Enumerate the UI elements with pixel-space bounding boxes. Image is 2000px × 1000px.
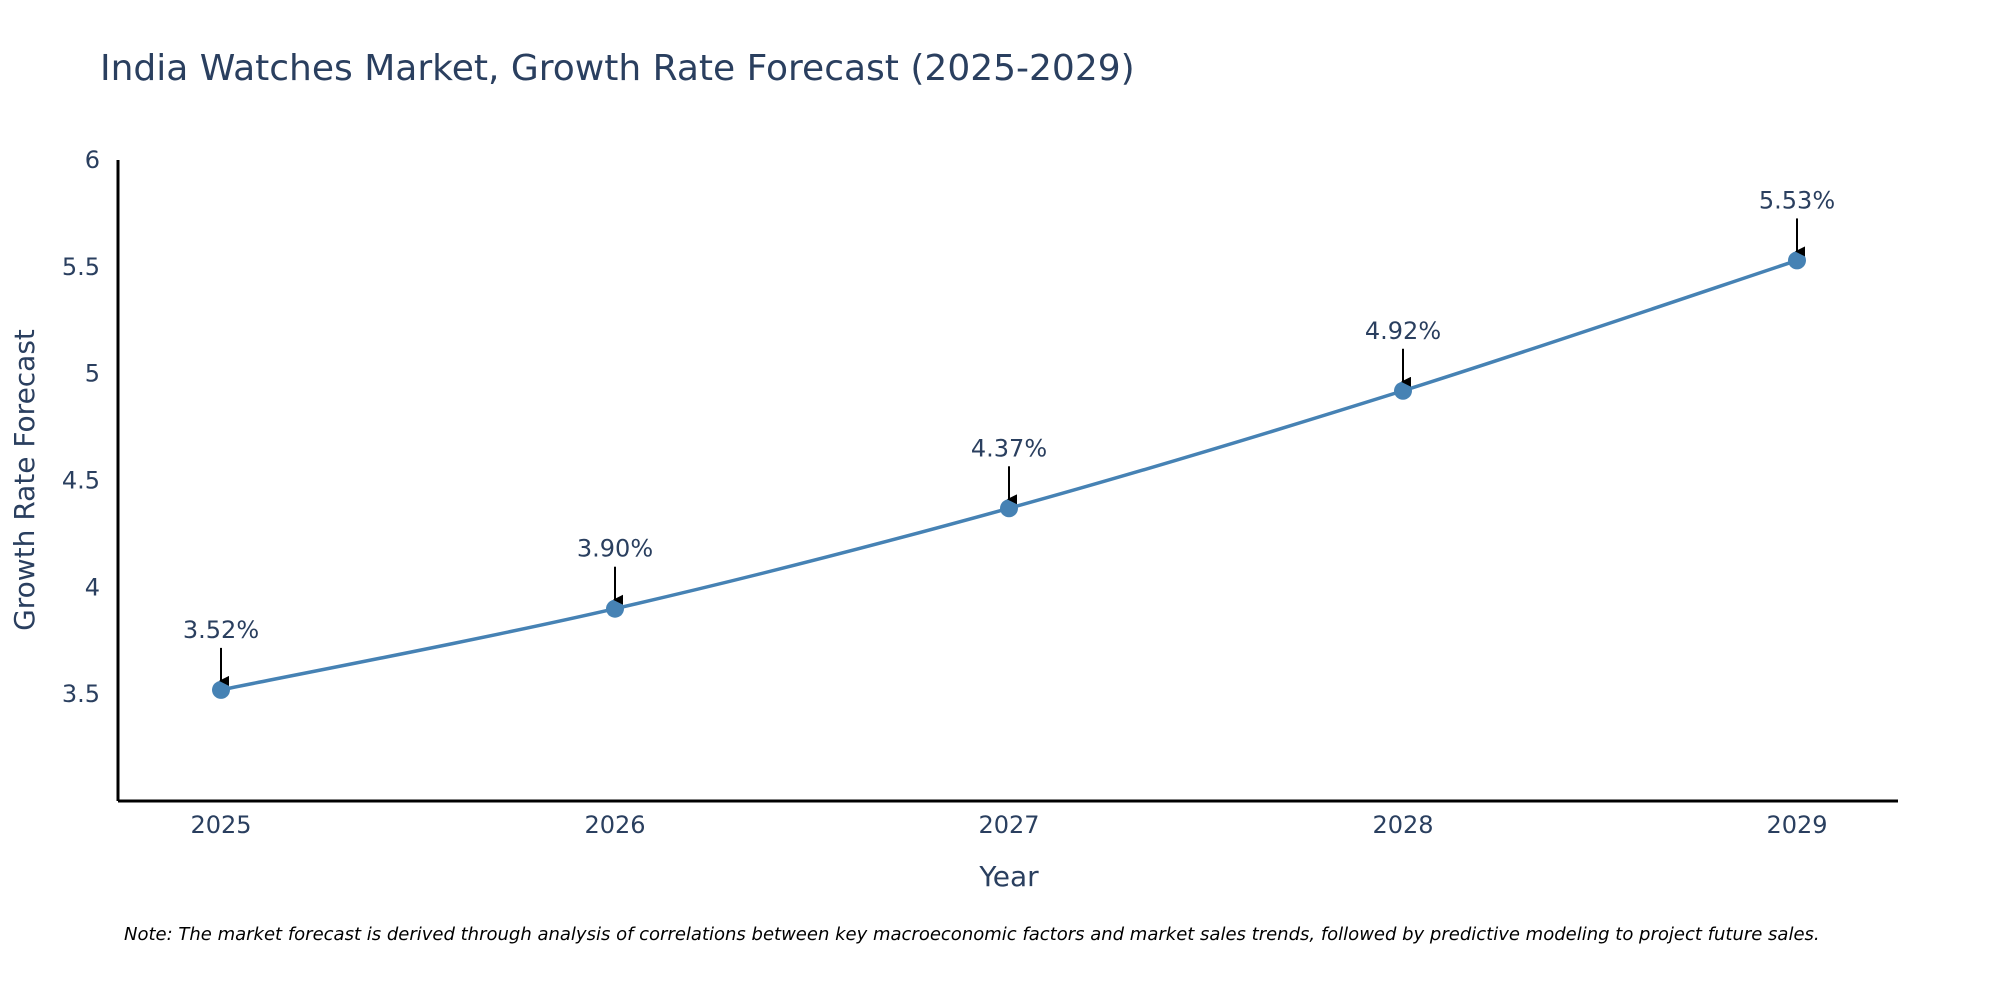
y-tick-label: 6 [85, 146, 100, 174]
y-axis-ticks: 3.5 4 4.5 5 5.5 6 [62, 146, 100, 708]
data-label: 3.90% [577, 535, 653, 563]
x-tick-label: 2029 [1766, 811, 1827, 839]
data-point-2029 [1788, 251, 1806, 270]
data-annotations: 3.52% 3.90% 4.37% 4.92% 5.53% [183, 186, 1835, 686]
data-label: 4.92% [1365, 317, 1441, 345]
x-axis-ticks: 2025 2026 2027 2028 2029 [190, 811, 1827, 839]
y-tick-label: 4.5 [62, 467, 100, 495]
y-tick-label: 4 [85, 573, 100, 601]
y-tick-label: 5.5 [62, 253, 100, 281]
data-label: 5.53% [1759, 186, 1835, 214]
x-tick-label: 2027 [978, 811, 1039, 839]
chart-title: India Watches Market, Growth Rate Foreca… [100, 48, 1135, 89]
data-label: 3.52% [183, 616, 259, 644]
x-tick-label: 2026 [584, 811, 645, 839]
forecast-note: Note: The market forecast is derived thr… [124, 924, 1820, 945]
x-tick-label: 2028 [1372, 811, 1433, 839]
y-axis-title: Growth Rate Forecast [8, 329, 41, 631]
data-point-2025 [212, 680, 230, 699]
x-tick-label: 2025 [190, 811, 251, 839]
data-label: 4.37% [971, 434, 1047, 462]
data-point-2028 [1394, 381, 1412, 400]
data-point-2026 [606, 599, 624, 618]
data-point-2027 [1000, 499, 1018, 518]
y-tick-label: 3.5 [62, 680, 100, 708]
y-tick-label: 5 [85, 360, 100, 388]
x-axis-title: Year [978, 860, 1039, 893]
